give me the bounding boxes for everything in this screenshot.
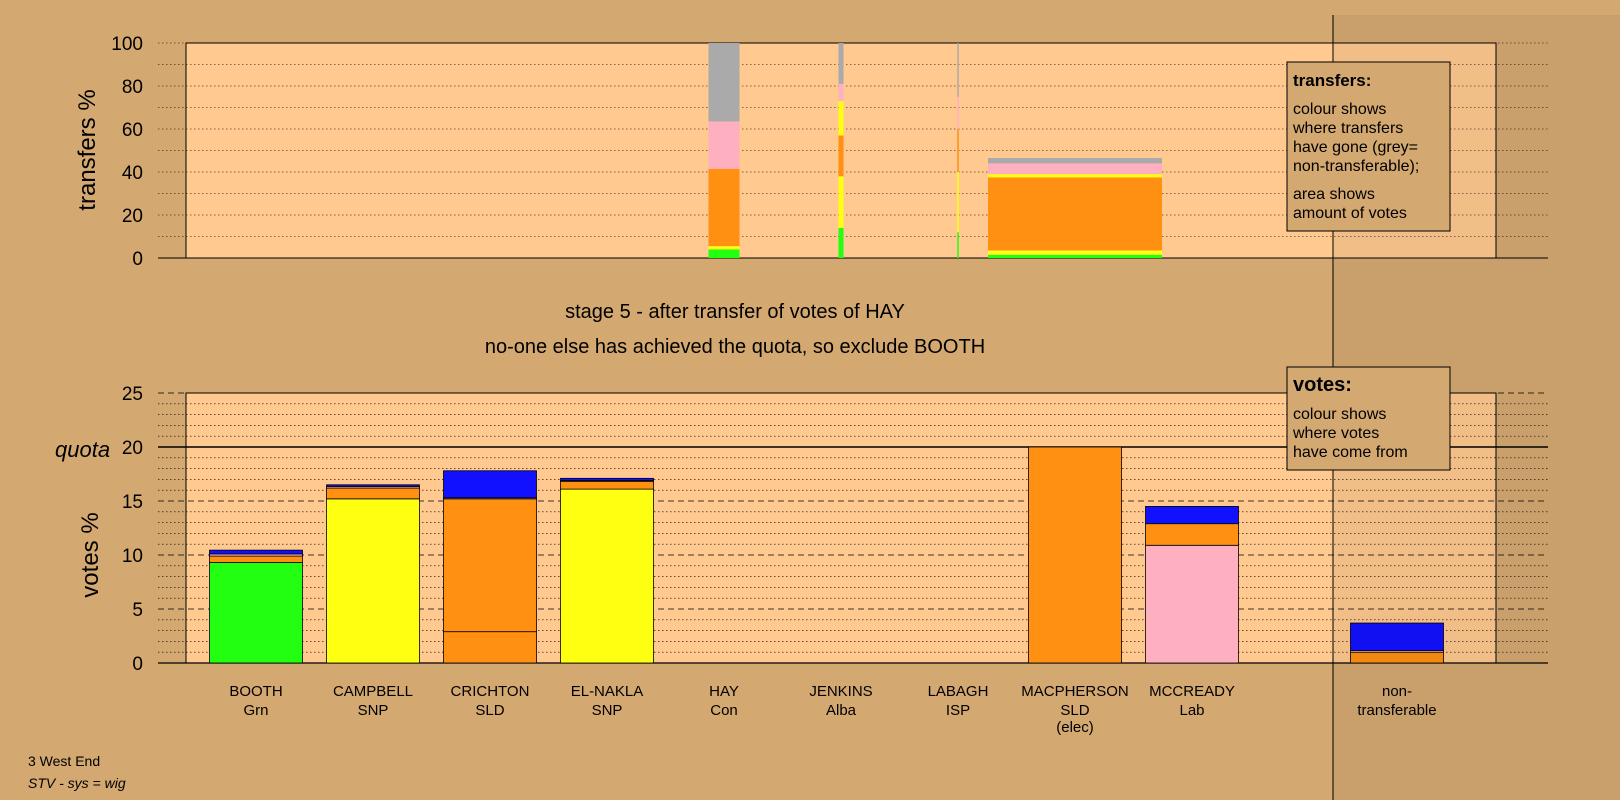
vote-segment-booth xyxy=(209,555,303,563)
votes-y-tick: 15 xyxy=(122,492,143,513)
transfer-segment-macpherson xyxy=(988,158,1162,164)
transfers-y-tick: 100 xyxy=(111,34,143,55)
transfer-segment-macpherson xyxy=(988,177,1162,251)
transfer-segment-jenkins xyxy=(838,101,844,136)
transfer-segment-jenkins xyxy=(838,227,844,258)
transfer-segment-hay xyxy=(708,246,740,250)
vote-segment-crichton xyxy=(443,470,537,499)
vote-segment-mccready xyxy=(1145,523,1239,546)
transfer-segment-jenkins xyxy=(838,83,844,102)
candidate-party: transferable xyxy=(1357,702,1436,719)
candidate-party: Alba xyxy=(826,702,857,719)
transfer-segment-labagh xyxy=(957,172,959,233)
legend-votes-line: have come from xyxy=(1293,444,1408,461)
vote-segment-crichton xyxy=(443,631,537,664)
vote-segment-mccready xyxy=(1145,544,1239,664)
candidate-party: SNP xyxy=(358,702,389,719)
transfers-y-axis: 0 20 40 60 80 100 xyxy=(111,34,143,270)
candidate-name: non- xyxy=(1382,683,1412,700)
vote-segment-campbell xyxy=(326,487,420,500)
votes-y-label: votes % xyxy=(77,512,104,597)
candidate-name: CAMPBELL xyxy=(333,683,413,700)
transfers-y-tick: 60 xyxy=(122,120,143,141)
candidate-name: BOOTH xyxy=(229,683,282,700)
candidate-party: ISP xyxy=(946,702,970,719)
transfers-bars xyxy=(708,43,1162,258)
transfer-segment-labagh xyxy=(957,43,959,97)
vote-segment-macpherson xyxy=(1028,446,1122,664)
transfers-y-tick: 80 xyxy=(122,77,143,98)
footer-system: STV - sys = wig xyxy=(28,775,126,791)
vote-segment-mccready xyxy=(1145,505,1239,525)
transfers-y-tick: 20 xyxy=(122,206,143,227)
stage-title: stage 5 - after transfer of votes of HAY xyxy=(565,301,905,323)
vote-segment-elnakla xyxy=(560,481,654,490)
legend-transfers-line: non-transferable); xyxy=(1293,158,1419,175)
legend-transfers-title: transfers: xyxy=(1293,71,1371,90)
transfers-gridlines xyxy=(158,42,1548,259)
legend-transfers-line: area shows xyxy=(1293,186,1375,203)
transfer-segment-hay xyxy=(708,43,740,122)
legend-transfers: transfers: colour shows where transfers … xyxy=(1286,61,1451,232)
candidate-party: SNP xyxy=(592,702,623,719)
vote-segment-elnakla xyxy=(560,477,654,481)
transfers-y-label: transfers % xyxy=(74,89,101,210)
candidate-status: (elec) xyxy=(1056,719,1094,736)
transfer-segment-jenkins xyxy=(838,176,844,228)
transfer-segment-macpherson xyxy=(988,163,1162,175)
transfer-segment-hay xyxy=(708,168,740,247)
candidate-name: CRICHTON xyxy=(451,683,530,700)
transfer-segment-jenkins xyxy=(838,135,844,177)
legend-transfers-line: where transfers xyxy=(1292,120,1403,137)
vote-segment-booth xyxy=(209,549,303,555)
vote-segment-campbell xyxy=(326,498,420,664)
vote-segment-elnakla xyxy=(560,488,654,664)
legend-votes-line: where votes xyxy=(1292,425,1379,442)
votes-y-tick: 25 xyxy=(122,384,143,405)
votes-y-tick: 0 xyxy=(132,654,143,675)
stage-subtitle: no-one else has achieved the quota, so e… xyxy=(485,336,985,358)
candidate-name: LABAGH xyxy=(928,683,989,700)
transfer-segment-labagh xyxy=(957,129,959,172)
transfer-segment-hay xyxy=(708,249,740,258)
candidate-party: Lab xyxy=(1179,702,1204,719)
candidate-party: Grn xyxy=(243,702,268,719)
legend-transfers-line: have gone (grey= xyxy=(1293,139,1418,156)
vote-segment-non xyxy=(1350,622,1444,651)
vote-segment-booth xyxy=(209,562,303,664)
candidate-party: SLD xyxy=(1060,702,1089,719)
vote-segment-crichton xyxy=(443,498,537,633)
candidate-labels: BOOTH Grn CAMPBELL SNP CRICHTON SLD EL-NAKLA SN… xyxy=(229,683,1436,736)
votes-bars xyxy=(209,446,1444,664)
transfer-segment-hay xyxy=(708,121,740,169)
votes-y-tick: 20 xyxy=(122,438,143,459)
transfer-segment-labagh xyxy=(957,96,959,129)
quota-label: quota xyxy=(55,437,110,462)
candidate-party: SLD xyxy=(475,702,504,719)
transfer-segment-macpherson xyxy=(988,174,1162,178)
candidate-name: MACPHERSON xyxy=(1021,683,1129,700)
candidate-party: Con xyxy=(710,702,738,719)
candidate-name: HAY xyxy=(709,683,739,700)
candidate-name: MCCREADY xyxy=(1149,683,1235,700)
vote-segment-campbell xyxy=(326,484,420,487)
legend-votes: votes: colour shows where votes have com… xyxy=(1286,366,1451,471)
candidate-name: EL-NAKLA xyxy=(571,683,644,700)
votes-y-axis: 0 5 10 15 20 25 xyxy=(122,384,143,675)
transfers-y-tick: 40 xyxy=(122,163,143,184)
transfer-segment-jenkins xyxy=(838,43,844,84)
legend-transfers-line: amount of votes xyxy=(1293,205,1407,222)
legend-votes-line: colour shows xyxy=(1293,406,1386,423)
votes-y-tick: 10 xyxy=(122,546,143,567)
transfer-segment-labagh xyxy=(957,232,959,258)
legend-votes-title: votes: xyxy=(1293,374,1352,396)
footer-ward: 3 West End xyxy=(28,753,100,769)
legend-transfers-line: colour shows xyxy=(1293,101,1386,118)
transfer-segment-macpherson xyxy=(988,250,1162,255)
transfers-y-tick: 0 xyxy=(132,249,143,270)
transfer-segment-macpherson xyxy=(988,254,1162,258)
votes-y-tick: 5 xyxy=(132,600,143,621)
candidate-name: JENKINS xyxy=(809,683,872,700)
